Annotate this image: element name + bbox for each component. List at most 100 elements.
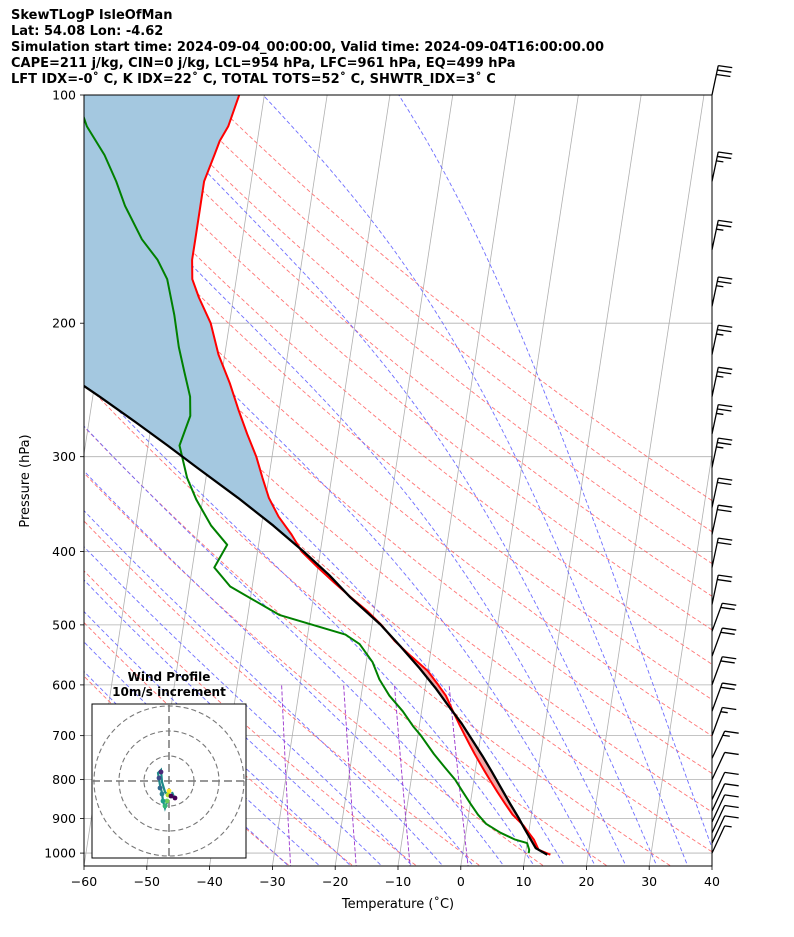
y-tick: 400 bbox=[52, 544, 84, 559]
moist-adiabat-line bbox=[398, 95, 712, 849]
plot-area bbox=[0, 95, 712, 866]
wind-barb-staff bbox=[711, 752, 726, 780]
wind-barb-flag bbox=[724, 730, 739, 734]
wind-barb-flag bbox=[718, 219, 733, 224]
wind-barb bbox=[711, 151, 733, 182]
wind-barb-flag bbox=[722, 602, 737, 606]
x-tick-label: 30 bbox=[641, 874, 657, 889]
wind-barb-half-flag bbox=[716, 375, 724, 378]
wind-barb bbox=[711, 602, 737, 632]
x-tick: 40 bbox=[704, 866, 720, 889]
wind-barb-staff bbox=[711, 276, 719, 307]
wind-barb bbox=[711, 656, 737, 686]
y-tick: 500 bbox=[52, 617, 84, 632]
wind-barb-half-flag bbox=[716, 285, 724, 288]
wind-barb-staff bbox=[711, 825, 726, 854]
x-tick: −60 bbox=[71, 866, 97, 889]
wind-barb-flag bbox=[722, 706, 737, 711]
dry-adiabat-line bbox=[84, 381, 672, 866]
y-tick: 300 bbox=[52, 449, 84, 464]
wind-barb bbox=[711, 825, 732, 854]
wind-barb-staff bbox=[711, 575, 719, 605]
wind-barb-staff bbox=[711, 477, 719, 508]
moist-adiabat-line bbox=[84, 312, 566, 866]
wind-barb-flag bbox=[724, 815, 739, 819]
wind-barb-flag bbox=[717, 280, 732, 285]
wind-barb-staff bbox=[711, 505, 719, 535]
wind-barb-flag bbox=[718, 574, 733, 578]
wind-barb-staff bbox=[711, 220, 719, 250]
wind-barb bbox=[711, 751, 739, 780]
wind-barb-half-flag bbox=[716, 412, 724, 416]
wind-barb bbox=[711, 324, 733, 355]
moist-adiabat-line bbox=[84, 579, 383, 866]
wind-barb-flag bbox=[718, 477, 733, 481]
wind-barb-flag bbox=[718, 324, 733, 328]
x-tick-label: −20 bbox=[322, 874, 348, 889]
wind-barb-flag bbox=[718, 65, 733, 69]
isotherm-line bbox=[523, 95, 642, 866]
wind-barb bbox=[711, 219, 733, 250]
wind-barb bbox=[711, 771, 739, 800]
wind-barb-flag bbox=[716, 73, 731, 78]
wind-barb-flag bbox=[720, 631, 735, 635]
moist-adiabat-line bbox=[133, 95, 658, 866]
wind-barb-staff bbox=[711, 656, 723, 686]
x-tick: −20 bbox=[322, 866, 348, 889]
moist-adiabat-line bbox=[262, 95, 689, 866]
wind-barb-half-flag bbox=[716, 228, 724, 231]
wind-barb-flag bbox=[718, 403, 733, 408]
wind-barb bbox=[711, 574, 733, 605]
wind-barb-staff bbox=[711, 783, 726, 812]
moist-adiabat-line bbox=[84, 641, 321, 866]
hodograph-point bbox=[168, 793, 174, 799]
dry-adiabat-line bbox=[84, 295, 712, 813]
wind-barb bbox=[711, 627, 737, 657]
cape-line: CAPE=211 j/kg, CIN=0 j/kg, LCL=954 hPa, … bbox=[11, 56, 516, 71]
isotherm-line bbox=[0, 95, 76, 866]
wind-barb-staff bbox=[711, 627, 723, 657]
x-tick: 10 bbox=[516, 866, 532, 889]
inset-title: Wind Profile bbox=[127, 670, 211, 684]
y-tick-label: 900 bbox=[52, 811, 76, 826]
y-tick: 100 bbox=[52, 88, 84, 103]
y-tick: 700 bbox=[52, 728, 84, 743]
hodograph-point bbox=[158, 769, 164, 775]
wind-barb-flag bbox=[718, 437, 733, 441]
wind-barb-flag bbox=[724, 751, 739, 756]
moist-adiabat-line bbox=[84, 470, 475, 866]
isotherm-line bbox=[586, 95, 705, 866]
wind-barb bbox=[711, 477, 733, 508]
hodograph-point bbox=[157, 785, 163, 791]
wind-barb-flag bbox=[720, 686, 735, 690]
wind-barb-half-flag bbox=[722, 734, 730, 737]
y-tick-label: 500 bbox=[52, 617, 76, 632]
chart-title: SkewTLogP IsleOfMan bbox=[11, 8, 173, 23]
wind-barb-staff bbox=[711, 815, 726, 844]
wind-barb bbox=[711, 783, 739, 812]
wind-profile-inset bbox=[92, 704, 246, 858]
wind-barb-staff bbox=[711, 65, 719, 96]
location-line: Lat: 54.08 Lon: -4.62 bbox=[11, 24, 164, 39]
isotherm-line bbox=[648, 451, 712, 866]
x-tick-label: 10 bbox=[516, 874, 532, 889]
wind-barb-staff bbox=[711, 682, 723, 712]
hodograph-point bbox=[172, 795, 178, 801]
x-tick-label: 0 bbox=[457, 874, 465, 889]
x-tick-label: 20 bbox=[578, 874, 594, 889]
wind-barb bbox=[711, 815, 739, 844]
wind-barb-flag bbox=[718, 537, 733, 541]
wind-barb-flag bbox=[724, 804, 739, 809]
wind-barb-flag bbox=[717, 408, 732, 412]
x-tick: 20 bbox=[578, 866, 594, 889]
x-tick: 30 bbox=[641, 866, 657, 889]
wind-barb-staff bbox=[711, 438, 719, 468]
mixing-ratio-line bbox=[394, 684, 411, 866]
x-tick: −30 bbox=[259, 866, 286, 889]
wind-barb-flag bbox=[722, 682, 737, 686]
wind-barb-flag bbox=[718, 151, 733, 155]
wind-barb-staff bbox=[711, 707, 723, 736]
wind-barb-flag bbox=[718, 366, 733, 370]
time-line: Simulation start time: 2024-09-04_00:00:… bbox=[11, 40, 604, 55]
wind-barb bbox=[711, 65, 733, 96]
